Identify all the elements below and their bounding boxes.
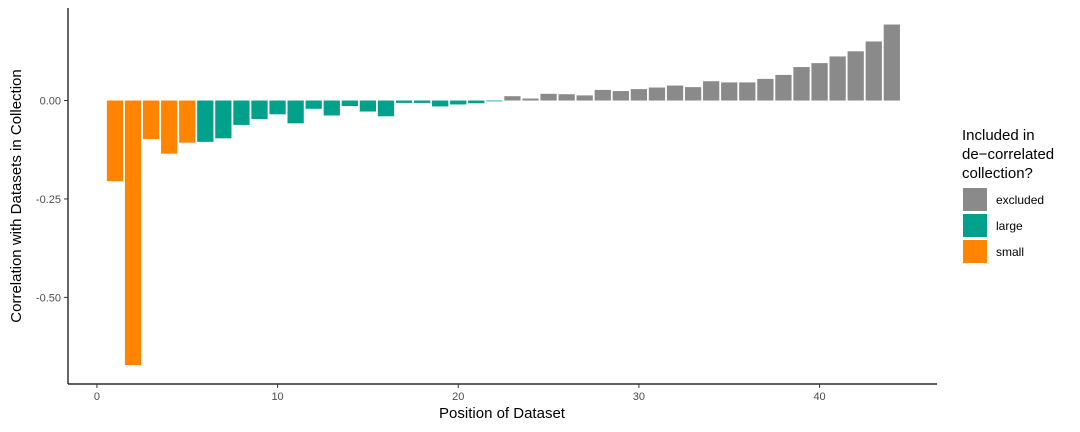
bar-dataset-13 — [323, 100, 340, 116]
bar-dataset-19 — [432, 100, 449, 107]
bar-dataset-32 — [666, 85, 684, 101]
bar-dataset-2 — [124, 100, 142, 366]
y-tick-label: -0.25 — [36, 194, 61, 206]
bar-dataset-14 — [341, 100, 358, 107]
bars-layer — [106, 24, 900, 366]
legend-title-line-3: collection? — [962, 165, 1033, 182]
bar-dataset-4 — [161, 100, 178, 154]
legend-label-small: small — [996, 245, 1024, 259]
y-tick-label: -0.50 — [36, 292, 61, 304]
bar-dataset-12 — [305, 100, 322, 109]
x-axis-title: Position of Dataset — [439, 405, 566, 422]
bar-dataset-15 — [359, 100, 377, 112]
bar-dataset-25 — [540, 93, 557, 101]
bar-dataset-24 — [522, 98, 539, 101]
bar-dataset-9 — [251, 100, 268, 120]
bar-dataset-39 — [793, 67, 810, 101]
bar-dataset-30 — [630, 89, 648, 101]
bar-dataset-31 — [648, 87, 666, 101]
legend: Included in de−correlated collection? ex… — [962, 127, 1054, 263]
bar-dataset-41 — [829, 56, 846, 101]
bar-dataset-7 — [215, 100, 232, 139]
bar-dataset-42 — [847, 51, 864, 101]
bar-dataset-18 — [413, 100, 431, 103]
legend-swatch-excluded — [963, 188, 987, 211]
bar-dataset-27 — [576, 95, 593, 101]
x-tick-label: 40 — [813, 391, 825, 403]
bar-dataset-40 — [811, 63, 828, 101]
x-tick-label: 20 — [452, 391, 464, 403]
bar-dataset-44 — [883, 24, 900, 101]
bar-dataset-22 — [486, 100, 503, 102]
bar-dataset-5 — [179, 100, 196, 143]
bar-dataset-17 — [395, 100, 413, 103]
legend-title-line-1: Included in — [962, 127, 1035, 144]
legend-label-excluded: excluded — [996, 193, 1044, 207]
bar-dataset-1 — [106, 100, 124, 182]
legend-title-line-2: de−correlated — [962, 146, 1054, 163]
bar-dataset-28 — [594, 89, 611, 101]
bar-dataset-38 — [775, 74, 792, 101]
y-axis-ticks: 0.00 -0.25 -0.50 — [36, 96, 68, 304]
bar-dataset-21 — [468, 100, 485, 104]
bar-dataset-29 — [612, 91, 629, 101]
legend-swatch-large — [963, 214, 987, 237]
legend-label-large: large — [996, 219, 1023, 233]
bar-dataset-11 — [287, 100, 304, 124]
bar-dataset-36 — [739, 82, 756, 101]
bar-dataset-10 — [269, 100, 286, 115]
bar-dataset-26 — [558, 94, 575, 101]
x-axis-ticks: 0 10 20 30 40 — [94, 384, 826, 403]
y-tick-label: 0.00 — [40, 96, 61, 108]
x-tick-label: 10 — [271, 391, 283, 403]
bar-dataset-37 — [757, 78, 774, 101]
bar-dataset-20 — [450, 100, 467, 105]
bar-dataset-33 — [684, 87, 702, 101]
bar-dataset-43 — [865, 41, 882, 101]
bar-dataset-8 — [233, 100, 250, 125]
bar-dataset-35 — [721, 82, 738, 101]
bar-dataset-23 — [504, 96, 521, 101]
x-tick-label: 0 — [94, 391, 100, 403]
bar-dataset-6 — [197, 100, 214, 142]
bar-dataset-34 — [703, 81, 720, 101]
bar-dataset-16 — [377, 100, 395, 117]
y-axis-title: Correlation with Datasets in Collection — [8, 69, 25, 322]
bar-dataset-3 — [142, 100, 160, 140]
x-tick-label: 30 — [633, 391, 645, 403]
legend-swatch-small — [963, 240, 987, 263]
